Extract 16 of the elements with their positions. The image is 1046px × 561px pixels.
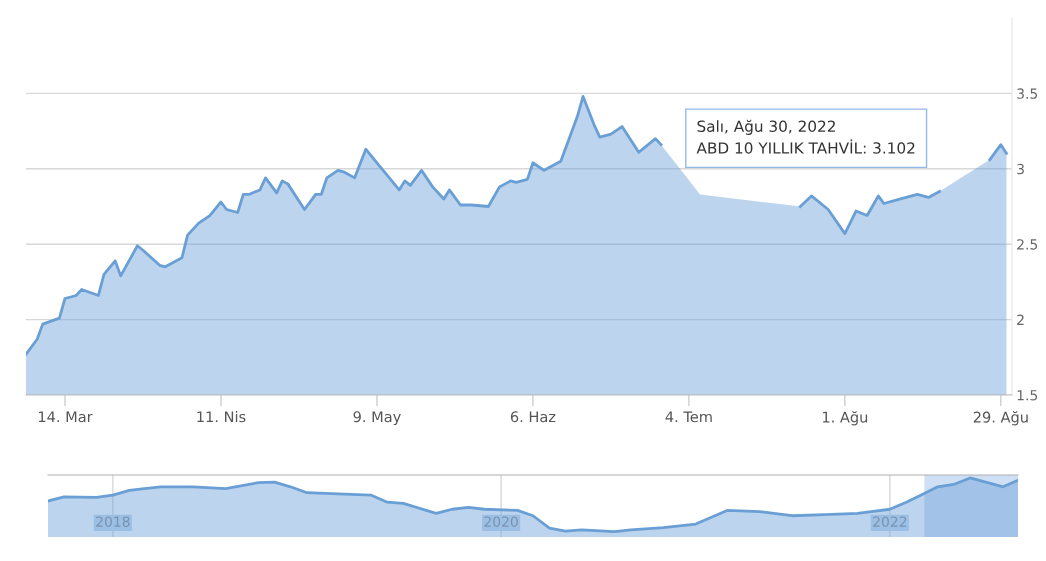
y-tick-label: 3.5 bbox=[1017, 88, 1038, 99]
x-tick-label: 14. Mar bbox=[38, 411, 93, 423]
x-tick-label: 6. Haz bbox=[510, 411, 556, 423]
annotation: Salı, Ağu 30, 2022 ABD 10 YILLIK TAHVİL: 3.102 bbox=[696, 119, 915, 154]
y-tick-label: 1.5 bbox=[1017, 390, 1038, 401]
y-tick-label: 2.5 bbox=[1017, 239, 1038, 250]
x-tick-label: 2018 bbox=[96, 516, 130, 527]
y-tick-label: 3 bbox=[1017, 163, 1024, 175]
x-tick-label: 2022 bbox=[873, 516, 907, 527]
x-tick-label: 29. Ağu bbox=[973, 410, 1028, 426]
x-tick-label: 4. Tem bbox=[665, 411, 712, 423]
x-tick-label: 9. May bbox=[353, 411, 401, 426]
y-tick-label: 2 bbox=[1017, 314, 1024, 325]
x-tick-label: 1. Ağu bbox=[822, 410, 868, 426]
x-tick-label: 2020 bbox=[484, 516, 518, 527]
x-tick-label: 11. Nis bbox=[197, 410, 246, 423]
